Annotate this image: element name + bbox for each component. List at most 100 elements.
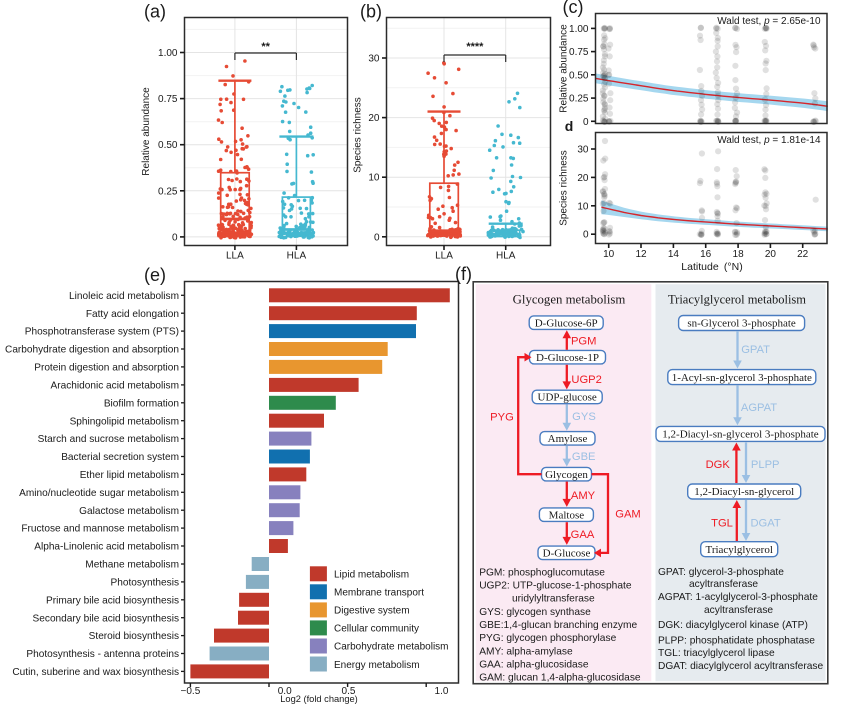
svg-text:GPAT: glycerol-3-phosphate: GPAT: glycerol-3-phosphate — [658, 567, 784, 578]
svg-text:UDP-glucose: UDP-glucose — [538, 392, 597, 404]
svg-text:Sphingolipid metabolism: Sphingolipid metabolism — [70, 416, 179, 427]
svg-text:D-Glucose: D-Glucose — [543, 548, 591, 560]
svg-text:10: 10 — [368, 173, 380, 184]
svg-text:DGAT: diacylglycerol acyltrans: DGAT: diacylglycerol acyltransferase — [658, 661, 823, 672]
svg-text:GAA: alpha-glucosidase: GAA: alpha-glucosidase — [479, 659, 589, 670]
svg-text:Relative abundance: Relative abundance — [141, 87, 152, 176]
svg-text:20: 20 — [368, 113, 380, 124]
svg-text:0.75: 0.75 — [569, 47, 589, 58]
svg-text:Species richness: Species richness — [353, 97, 364, 173]
svg-text:14: 14 — [668, 249, 680, 260]
svg-text:PGM: PGM — [571, 335, 596, 347]
svg-text:Primary bile acid biosynthesis: Primary bile acid biosynthesis — [46, 595, 179, 606]
svg-text:Arachidonic acid metabolism: Arachidonic acid metabolism — [51, 381, 179, 392]
svg-text:Fatty acid elongation: Fatty acid elongation — [86, 309, 179, 320]
svg-text:18: 18 — [733, 249, 745, 260]
svg-text:Alpha-Linolenic acid metabolis: Alpha-Linolenic acid metabolism — [34, 542, 179, 553]
svg-text:16: 16 — [700, 249, 712, 260]
svg-text:Protein digestion and absorpti: Protein digestion and absorption — [34, 363, 179, 374]
svg-text:LLA: LLA — [435, 251, 453, 262]
svg-text:1.00: 1.00 — [569, 24, 589, 35]
svg-text:Glycogen: Glycogen — [545, 469, 588, 481]
svg-text:Energy metabolism: Energy metabolism — [334, 660, 420, 671]
svg-text:Relative abundance: Relative abundance — [559, 24, 570, 113]
svg-text:uridylyltransferase: uridylyltransferase — [512, 594, 595, 605]
svg-text:TGL: TGL — [711, 517, 733, 529]
svg-text:GBE: GBE — [572, 451, 596, 463]
svg-text:Photosynthesis - antenna prote: Photosynthesis - antenna proteins — [26, 649, 179, 660]
svg-text:TGL: triacylglycerol lipase: TGL: triacylglycerol lipase — [658, 648, 775, 659]
svg-text:Maltose: Maltose — [549, 509, 585, 521]
svg-text:GAA: GAA — [571, 529, 595, 541]
svg-text:0: 0 — [172, 232, 178, 243]
svg-text:1-Acyl-sn-glycerol 3-phosphate: 1-Acyl-sn-glycerol 3-phosphate — [672, 372, 812, 384]
svg-text:12: 12 — [635, 249, 647, 260]
svg-text:−0.5: −0.5 — [181, 686, 201, 697]
svg-text:HLA: HLA — [496, 251, 516, 262]
svg-text:Biofilm formation: Biofilm formation — [104, 398, 179, 409]
svg-text:0.50: 0.50 — [569, 70, 589, 81]
svg-text:0.25: 0.25 — [569, 94, 589, 105]
svg-text:Carbohydrate digestion and abs: Carbohydrate digestion and absorption — [5, 345, 179, 356]
svg-text:(e): (e) — [144, 265, 166, 285]
svg-text:Bacterial secretion system: Bacterial secretion system — [61, 452, 179, 463]
svg-text:GBE:1,4-glucan branching enzym: GBE:1,4-glucan branching enzyme — [479, 620, 637, 631]
svg-text:0.25: 0.25 — [158, 186, 178, 197]
svg-text:PYG: glycogen phosphorylase: PYG: glycogen phosphorylase — [479, 633, 616, 644]
svg-text:10: 10 — [577, 201, 589, 212]
svg-text:D-Glucose-1P: D-Glucose-1P — [536, 352, 599, 364]
svg-text:Triacylglycerol: Triacylglycerol — [705, 544, 772, 556]
svg-text:acyltransferase: acyltransferase — [704, 605, 773, 616]
svg-text:**: ** — [261, 41, 270, 53]
svg-text:(f): (f) — [455, 264, 472, 284]
svg-text:DGK: diacylglycerol kinase (AT: DGK: diacylglycerol kinase (ATP) — [658, 620, 808, 631]
svg-text:UGP2: UGP2 — [571, 374, 601, 386]
svg-text:Steroid biosynthesis: Steroid biosynthesis — [89, 631, 179, 642]
svg-text:30: 30 — [368, 54, 380, 65]
svg-text:PLPP: PLPP — [751, 459, 780, 471]
svg-text:Wald test, p = 2.65e-10: Wald test, p = 2.65e-10 — [717, 16, 821, 27]
svg-text:AMY: AMY — [571, 490, 596, 502]
svg-text:Lipid metabolism: Lipid metabolism — [334, 570, 409, 581]
svg-text:Digestive system: Digestive system — [334, 606, 410, 617]
svg-text:1,2-Diacyl-sn-glycerol: 1,2-Diacyl-sn-glycerol — [694, 486, 794, 498]
svg-text:GPAT: GPAT — [741, 344, 770, 356]
svg-text:(b): (b) — [360, 2, 382, 22]
svg-text:AGPAT: 1-acylglycerol-3-phosph: AGPAT: 1-acylglycerol-3-phosphate — [658, 592, 818, 603]
svg-text:d: d — [565, 118, 574, 134]
svg-text:Carbohydrate metabolism: Carbohydrate metabolism — [334, 642, 449, 653]
svg-text:DGAT: DGAT — [750, 517, 780, 529]
svg-text:Membrane transport: Membrane transport — [334, 588, 424, 599]
svg-text:0: 0 — [583, 117, 589, 128]
svg-text:UGP2: UTP-glucose-1-phosphate: UGP2: UTP-glucose-1-phosphate — [479, 581, 632, 592]
svg-text:(c): (c) — [563, 0, 584, 17]
svg-text:1.0: 1.0 — [435, 686, 449, 697]
svg-text:0.50: 0.50 — [158, 140, 178, 151]
svg-text:10: 10 — [603, 249, 615, 260]
svg-text:20: 20 — [577, 173, 589, 184]
svg-text:PYG: PYG — [490, 411, 514, 423]
svg-text:Starch and sucrose metabolism: Starch and sucrose metabolism — [38, 434, 179, 445]
svg-text:30: 30 — [577, 145, 589, 156]
svg-text:PGM: phosphoglucomutase: PGM: phosphoglucomutase — [479, 567, 605, 578]
svg-text:****: **** — [466, 41, 484, 53]
svg-text:1,2-Diacyl-sn-glycerol 3-phosp: 1,2-Diacyl-sn-glycerol 3-phosphate — [662, 429, 819, 441]
svg-text:0: 0 — [374, 232, 380, 243]
svg-text:0.75: 0.75 — [158, 94, 178, 105]
svg-text:1.00: 1.00 — [158, 48, 178, 59]
svg-text:Secondary bile acid biosynthes: Secondary bile acid biosynthesis — [33, 613, 179, 624]
svg-text:GAM: glucan 1,4-alpha-glucosid: GAM: glucan 1,4-alpha-glucosidase — [479, 673, 641, 684]
svg-text:Cellular community: Cellular community — [334, 624, 419, 635]
svg-text:LLA: LLA — [226, 251, 244, 262]
svg-text:0.0: 0.0 — [278, 686, 292, 697]
svg-text:Triacylglycerol metabolism: Triacylglycerol metabolism — [668, 293, 806, 307]
svg-text:AMY: alpha-amylase: AMY: alpha-amylase — [479, 646, 573, 657]
svg-text:Linoleic acid metabolism: Linoleic acid metabolism — [69, 291, 179, 302]
svg-text:Photosynthesis: Photosynthesis — [111, 578, 179, 589]
svg-text:acyltransferase: acyltransferase — [689, 579, 758, 590]
svg-text:Species richness: Species richness — [559, 150, 570, 226]
svg-text:sn-Glycerol 3-phosphate: sn-Glycerol 3-phosphate — [687, 318, 796, 330]
svg-text:HLA: HLA — [287, 251, 307, 262]
svg-text:Fructose and mannose metabolis: Fructose and mannose metabolism — [21, 524, 179, 535]
svg-text:20: 20 — [765, 249, 777, 260]
